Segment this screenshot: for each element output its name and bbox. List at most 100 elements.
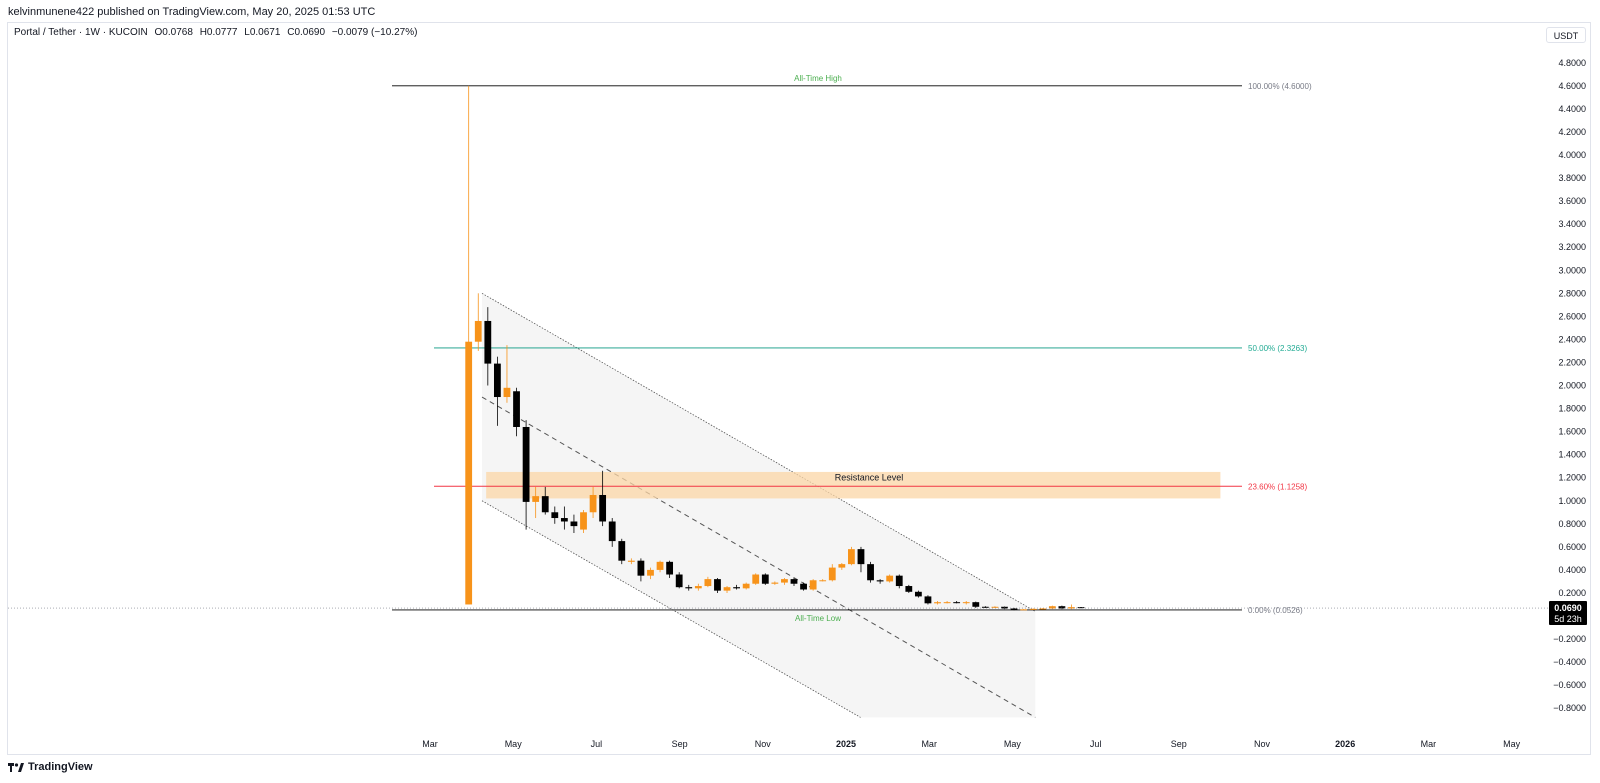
symbol-name[interactable]: Portal / Tether · 1W · KUCOIN: [14, 27, 148, 38]
published-line: kelvinmunene422 published on TradingView…: [8, 6, 376, 18]
candle-body: [924, 596, 932, 604]
candle-body: [761, 574, 769, 584]
candle-body: [694, 586, 702, 589]
y-tick-label: 3.0000: [1558, 265, 1586, 275]
candle-body: [1039, 608, 1047, 610]
channel-upper-line: [481, 292, 1036, 612]
candle-body: [522, 426, 530, 502]
y-tick-label: 4.8000: [1558, 58, 1586, 68]
y-tick-label: 3.8000: [1558, 173, 1586, 183]
y-tick-label: 4.6000: [1558, 81, 1586, 91]
candles-layer: [465, 85, 1085, 611]
candle-body: [637, 560, 645, 576]
y-tick-label: 4.0000: [1558, 150, 1586, 160]
candle-body: [876, 580, 884, 582]
candle-body: [580, 512, 587, 530]
candle-body: [1010, 608, 1018, 610]
y-tick-label: 0.8000: [1558, 519, 1586, 529]
tradingview-brand: TradingView: [28, 761, 93, 773]
candle-body: [1058, 606, 1066, 609]
y-tick-label: 1.2000: [1558, 473, 1586, 483]
y-tick-label: 1.4000: [1558, 450, 1586, 460]
candle-body: [857, 549, 865, 565]
candle-body: [809, 580, 817, 590]
ohlc-change: −0.0079 (−10.27%): [331, 27, 418, 38]
ohlc-open: O0.0768: [154, 27, 193, 38]
y-axis: 4.8000 4.6000 4.4000 4.2000 4.0000 3.8000 3.60…: [1553, 58, 1586, 713]
candle-body: [1048, 606, 1056, 609]
candle-body: [962, 602, 970, 604]
channel-layer: [481, 292, 1036, 718]
candle-body: [914, 591, 922, 597]
candle-body: [838, 564, 846, 568]
candle-body: [800, 583, 807, 590]
candle-body: [886, 575, 894, 582]
candle-body: [723, 587, 731, 591]
x-tick-label: Mar: [921, 739, 937, 749]
x-tick-label: 2026: [1335, 739, 1355, 749]
ath-label: All-Time High: [794, 74, 842, 83]
tradingview-logo[interactable]: TradingView: [8, 761, 93, 773]
x-tick-label: Mar: [1421, 739, 1437, 749]
candle-body: [570, 521, 578, 527]
x-axis: Mar May Jul Sep Nov 2025 Mar May Jul Sep Nov 2026 Ma…: [422, 739, 1520, 749]
x-tick-label: Sep: [672, 739, 688, 749]
candle-body: [1001, 606, 1008, 609]
candle-body: [474, 320, 482, 342]
candle-body: [484, 320, 492, 364]
y-tick-label: 3.2000: [1558, 242, 1586, 252]
candle-body: [828, 567, 836, 581]
candle-body: [656, 561, 664, 570]
candle-body: [733, 587, 740, 589]
last-price-countdown: 5d 23h: [1554, 614, 1582, 624]
candle-body: [666, 561, 674, 575]
y-tick-label: 4.2000: [1558, 127, 1586, 137]
y-tick-label: 1.8000: [1558, 404, 1586, 414]
x-tick-label: May: [1503, 739, 1521, 749]
x-tick-label: Nov: [1254, 739, 1271, 749]
candle-body: [819, 580, 827, 582]
y-tick-label: −0.8000: [1553, 703, 1586, 713]
ohlc-close: C0.0690: [287, 27, 326, 38]
candle-body: [742, 583, 750, 589]
y-tick-label: 3.4000: [1558, 219, 1586, 229]
x-tick-label: Mar: [422, 739, 438, 749]
candle-body: [599, 494, 607, 522]
candle-body: [752, 574, 760, 584]
y-tick-label: 2.6000: [1558, 311, 1586, 321]
candle-body: [895, 575, 903, 587]
y-tick-label: 0.4000: [1558, 565, 1586, 575]
candle-body: [647, 569, 654, 576]
x-tick-label: Jul: [1090, 739, 1102, 749]
fib-level-label: 50.00% (2.3263): [1248, 344, 1307, 353]
candle-body: [465, 341, 473, 605]
candle-body: [503, 387, 511, 398]
y-tick-label: 0.6000: [1558, 542, 1586, 552]
candle-body: [704, 579, 712, 587]
channel-fill: [482, 293, 1036, 718]
candle-body: [790, 579, 798, 584]
y-tick-label: 1.0000: [1558, 496, 1586, 506]
atl-label: All-Time Low: [795, 614, 841, 623]
candle-body: [934, 602, 941, 604]
zone-layer: Resistance Level: [486, 471, 1221, 499]
candle-body: [848, 549, 855, 565]
candle-body: [560, 518, 568, 522]
y-tick-label: 3.6000: [1558, 196, 1586, 206]
ohlc-low: L0.0671: [244, 27, 281, 38]
y-tick-label: −0.4000: [1553, 657, 1586, 667]
currency-button[interactable]: USDT: [1546, 27, 1586, 43]
candle-body: [771, 582, 779, 584]
x-tick-label: Nov: [755, 739, 772, 749]
candle-body: [972, 602, 980, 607]
fib-level-label: 0.00% (0.0526): [1248, 606, 1303, 615]
candle-body: [675, 574, 683, 588]
candle-body: [1077, 607, 1085, 609]
candle-body: [991, 606, 999, 608]
candle-body: [781, 579, 788, 583]
candle-body: [589, 494, 597, 513]
y-tick-label: 2.0000: [1558, 381, 1586, 391]
channel-mid-line: [481, 396, 1036, 718]
